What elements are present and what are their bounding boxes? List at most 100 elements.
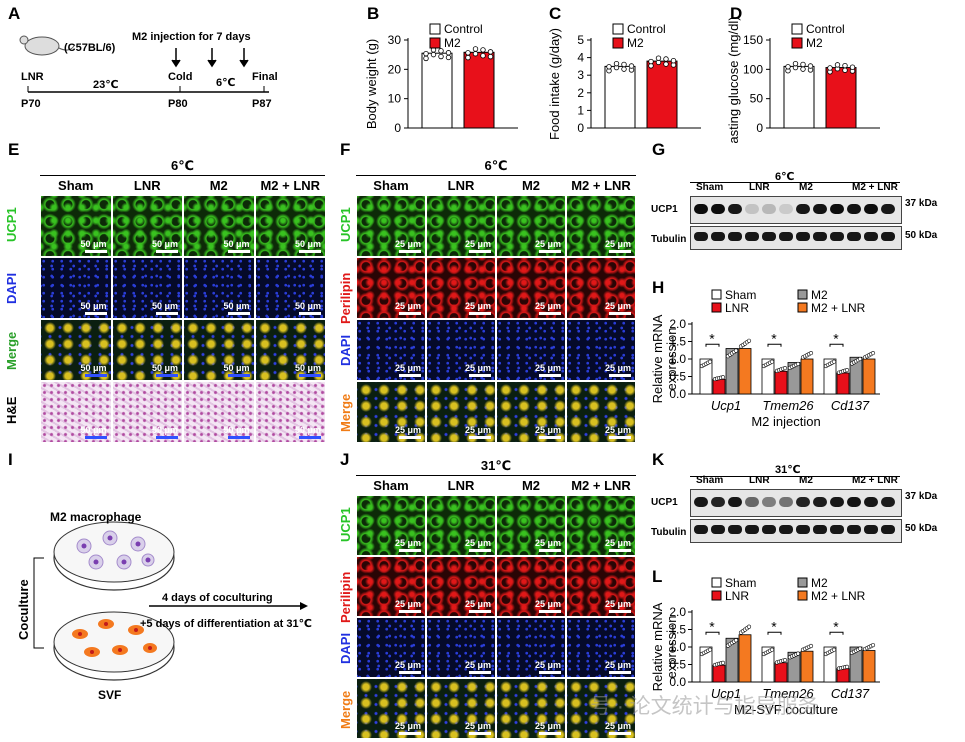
scale-bar: 50 μm xyxy=(295,239,321,253)
micrograph: 25 μm xyxy=(427,320,495,380)
event-lnr: LNR xyxy=(21,71,44,83)
scale-bar-label: 25 μm xyxy=(534,721,561,731)
injection-label: M2 injection for 7 days xyxy=(132,31,251,43)
scale-bar: 50 μm xyxy=(295,301,321,315)
y-tick-label: 2.0 xyxy=(669,317,686,331)
micrograph: 25 μm xyxy=(427,382,495,442)
scale-bar: 50 μm xyxy=(223,425,250,439)
tubulin-band xyxy=(694,525,708,534)
scale-bar: 25 μm xyxy=(395,301,421,315)
scale-bar: 25 μm xyxy=(465,538,491,552)
scale-bar-label: 25 μm xyxy=(604,239,631,249)
coculture-diagram xyxy=(33,521,308,681)
panel-f-temp: 6℃ xyxy=(484,158,508,173)
data-point xyxy=(842,62,848,69)
micrograph: 50 μm xyxy=(255,320,325,380)
sig-star: * xyxy=(771,330,777,346)
scale-bar-label: 50 μm xyxy=(151,239,178,249)
column-label: M2 xyxy=(209,178,228,193)
legend-swatch-m2 xyxy=(429,37,441,49)
y-tick-label: 20 xyxy=(388,62,402,76)
legend-label: M2 + LNR xyxy=(811,589,866,603)
scale-bar: 25 μm xyxy=(605,660,631,674)
bar-cd137 xyxy=(862,650,876,683)
scale-bar-label: 25 μm xyxy=(604,425,631,435)
tubulin-band xyxy=(813,525,827,534)
tubulin-band xyxy=(864,525,878,534)
scale-bar: 25 μm xyxy=(395,538,421,552)
bar-control xyxy=(604,65,636,129)
bar-ucp1 xyxy=(725,637,739,683)
data-point xyxy=(831,359,837,364)
data-point xyxy=(663,61,669,67)
gene-label: Cd137 xyxy=(831,398,870,413)
scale-bar-label: 25 μm xyxy=(394,660,421,670)
scale-bar: 25 μm xyxy=(395,363,421,377)
scale-bar: 50 μm xyxy=(152,301,178,315)
micrograph: 25 μm xyxy=(497,258,565,318)
scale-bar: 25 μm xyxy=(465,660,491,674)
panel-label-b: B xyxy=(367,4,380,23)
temp-23: 23℃ xyxy=(93,79,119,91)
tubulin-band xyxy=(728,525,742,534)
ucp1-band-label: UCP1 xyxy=(651,497,678,508)
column-label: M2 + LNR xyxy=(571,478,631,493)
column-label: Sham xyxy=(373,478,409,493)
micrograph: 25 μm xyxy=(357,258,425,318)
data-point xyxy=(834,62,841,68)
data-point xyxy=(720,660,726,665)
scale-bar-label: 25 μm xyxy=(394,599,421,609)
y-tick-label: 2 xyxy=(577,86,584,100)
y-axis-label-2: expression xyxy=(664,328,679,391)
micrograph: 25 μm xyxy=(497,496,565,555)
data-point xyxy=(746,624,752,629)
bar-cd137 xyxy=(849,646,863,683)
scale-bar-label: 25 μm xyxy=(604,538,631,548)
scale-bar-label: 50 μm xyxy=(80,363,107,373)
y-axis-label: Fasting glucose (mg/dl) xyxy=(726,18,741,143)
micrograph: 25 μm xyxy=(427,618,495,677)
data-point xyxy=(870,643,876,648)
data-point xyxy=(613,60,620,67)
column-label: Sham xyxy=(373,178,409,193)
sig-star: * xyxy=(709,330,715,346)
scale-bar-label: 50 μm xyxy=(80,239,107,249)
bar-ucp1 xyxy=(725,348,739,395)
event-cold: Cold xyxy=(168,71,193,83)
micrograph: 25 μm xyxy=(497,320,565,380)
data-point xyxy=(628,63,635,69)
sig-bracket xyxy=(705,631,720,635)
scale-bar: 25 μm xyxy=(535,425,561,439)
scale-bar: 25 μm xyxy=(605,599,631,613)
ucp1-band-label: UCP1 xyxy=(651,204,678,215)
legend-label: M2 xyxy=(811,576,828,590)
data-point xyxy=(795,361,801,367)
sig-bracket xyxy=(767,631,782,635)
scale-bar-label: 25 μm xyxy=(394,538,421,548)
step2-label: +5 days of differentiation at 31℃ xyxy=(140,618,312,630)
bar-tmem26 xyxy=(774,662,788,683)
data-point xyxy=(487,53,494,60)
micrograph: 50 μm xyxy=(112,382,182,442)
legend-swatch xyxy=(711,302,722,313)
row-label: Merge xyxy=(338,393,353,432)
scale-bar: 50 μm xyxy=(152,425,178,439)
blot-group-label: M2 + LNR xyxy=(852,182,898,193)
tubulin-band xyxy=(711,525,725,534)
scale-bar-label: 25 μm xyxy=(464,660,491,670)
legend-swatch xyxy=(711,289,722,300)
sig-bracket xyxy=(829,343,844,347)
data-point xyxy=(792,60,799,67)
bar-tmem26 xyxy=(774,370,788,395)
micrograph: 50 μm xyxy=(184,320,254,380)
micrograph: 25 μm xyxy=(497,196,565,256)
y-tick-label: 2.0 xyxy=(669,605,686,619)
micrograph: 50 μm xyxy=(184,258,254,318)
tubulin-band xyxy=(830,525,844,534)
panel-label-i: I xyxy=(8,450,13,469)
scale-bar-label: 50 μm xyxy=(223,363,250,373)
data-point xyxy=(670,57,677,64)
data-point xyxy=(438,48,444,54)
data-point xyxy=(807,63,814,69)
